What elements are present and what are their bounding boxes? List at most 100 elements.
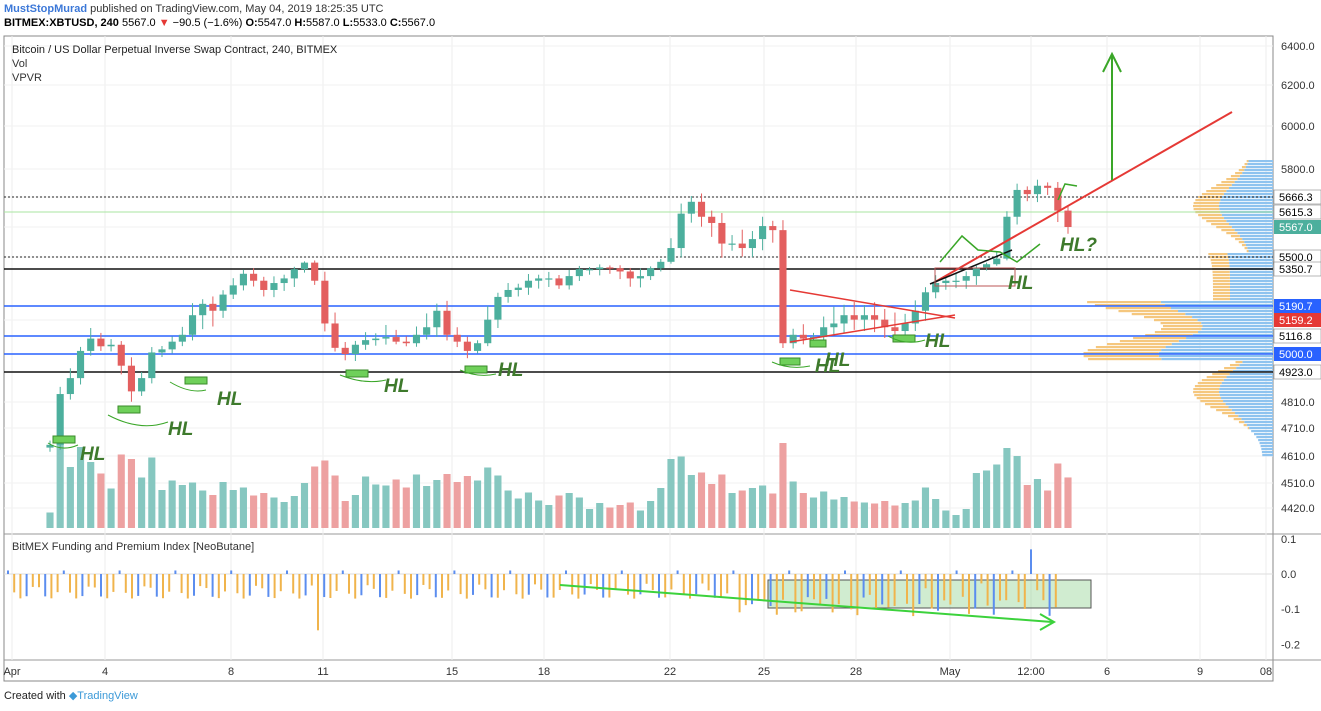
vpvr-up-bar bbox=[1228, 259, 1273, 262]
volume-bar bbox=[647, 501, 655, 528]
hl-curve-5 bbox=[771, 361, 811, 368]
vpvr-down-bar bbox=[1241, 244, 1246, 247]
candle-body bbox=[372, 338, 380, 341]
price-label-5: 5350.7 bbox=[1279, 264, 1313, 276]
vpvr-down-bar bbox=[1208, 253, 1228, 256]
volume-bar bbox=[168, 480, 176, 528]
candle-body bbox=[1064, 210, 1072, 227]
vpvr-up-bar bbox=[1260, 445, 1273, 448]
hl-marker-1 bbox=[117, 405, 141, 414]
volume-bar bbox=[321, 460, 329, 528]
volume-bar bbox=[942, 510, 950, 528]
candle-body bbox=[484, 319, 492, 344]
candle-body bbox=[46, 444, 54, 448]
volume-bar bbox=[677, 456, 685, 528]
vpvr-up-bar bbox=[1239, 235, 1273, 238]
candle-body bbox=[901, 323, 909, 332]
candle-body bbox=[341, 347, 349, 354]
candle-body bbox=[514, 287, 522, 290]
brand-link[interactable]: TradingView bbox=[77, 690, 138, 702]
vpvr-up-bar bbox=[1248, 250, 1273, 253]
volume-bar bbox=[300, 483, 309, 528]
candle-body bbox=[891, 327, 899, 332]
price-label-2: 5567.0 bbox=[1279, 222, 1313, 234]
volume-bar bbox=[596, 503, 604, 528]
time-tick-8: 28 bbox=[850, 666, 862, 678]
red-trendline bbox=[934, 111, 1233, 283]
volume-bar bbox=[545, 505, 553, 528]
candle-body bbox=[677, 213, 685, 249]
range-box bbox=[934, 267, 1016, 287]
candle-body bbox=[687, 201, 695, 214]
price-tick-4: 4810.0 bbox=[1281, 397, 1315, 409]
price-label-7: 5159.2 bbox=[1279, 315, 1313, 327]
candle-body bbox=[871, 315, 879, 320]
time-tick-1: 4 bbox=[102, 666, 108, 678]
vpvr-up-bar bbox=[1256, 436, 1273, 439]
vpvr-up-bar bbox=[1229, 283, 1273, 286]
volume-bar bbox=[138, 477, 146, 528]
hl-label-2: HL bbox=[217, 389, 242, 410]
vpvr-down-bar bbox=[1193, 391, 1220, 394]
volume-bar bbox=[311, 466, 319, 528]
vpvr-up-bar bbox=[1244, 241, 1273, 244]
candle-body bbox=[433, 310, 441, 328]
vpvr-down-bar bbox=[1160, 322, 1202, 325]
vpvr-down-bar bbox=[1200, 400, 1224, 403]
candle-body bbox=[138, 378, 146, 392]
candle-body bbox=[535, 278, 543, 281]
volume-bar bbox=[697, 472, 706, 528]
hl-question-label: HL? bbox=[1060, 235, 1097, 256]
vpvr-down-bar bbox=[1211, 187, 1229, 190]
ohlc-o: 5547.0 bbox=[257, 17, 292, 29]
vpvr-down-bar bbox=[1095, 346, 1166, 349]
vpvr-down-bar bbox=[1246, 160, 1249, 163]
candle-body bbox=[117, 344, 125, 366]
hl-marker-0 bbox=[52, 435, 76, 444]
author-link[interactable]: MustStopMurad bbox=[4, 3, 88, 15]
volume-bar bbox=[871, 503, 879, 528]
volume-bar bbox=[881, 501, 889, 528]
candle-body bbox=[524, 280, 533, 288]
volume-bar bbox=[555, 495, 563, 528]
vpvr-down-bar bbox=[1216, 184, 1232, 187]
candle-body bbox=[188, 315, 197, 335]
vpvr-up-bar bbox=[1237, 178, 1273, 181]
vpvr-down-bar bbox=[1218, 370, 1233, 373]
hl-curve-7 bbox=[887, 335, 926, 343]
vpvr-down-bar bbox=[1230, 175, 1240, 178]
vpvr-up-bar bbox=[1201, 328, 1273, 331]
vpvr-up-bar bbox=[1229, 262, 1273, 265]
candle-body bbox=[820, 327, 828, 338]
vpvr-up-bar bbox=[1229, 274, 1273, 277]
vpvr-down-bar bbox=[1201, 379, 1224, 382]
candle-body bbox=[158, 349, 166, 353]
volume-bar bbox=[799, 493, 807, 528]
vpvr-up-bar bbox=[1161, 358, 1273, 361]
candle-body bbox=[952, 280, 960, 282]
vpvr-down-bar bbox=[1154, 319, 1198, 322]
candle-body bbox=[759, 226, 767, 240]
volume-bar bbox=[484, 467, 492, 528]
candle-body bbox=[799, 334, 807, 339]
volume-bar bbox=[56, 443, 64, 528]
vpvr-down-bar bbox=[1131, 313, 1186, 316]
vpvr-up-bar bbox=[1160, 301, 1273, 304]
hl-label-3: HL bbox=[384, 376, 409, 397]
volume-bar bbox=[250, 495, 258, 528]
vpvr-up-bar bbox=[1229, 286, 1273, 289]
horizontal-levels bbox=[4, 196, 1273, 373]
vpvr-up-bar bbox=[1165, 346, 1273, 349]
volume-bar bbox=[127, 459, 136, 528]
candle-body bbox=[1033, 185, 1042, 195]
volume-bar bbox=[952, 515, 960, 528]
price-label-box-9 bbox=[1274, 347, 1321, 361]
vpvr-up-bar bbox=[1220, 199, 1273, 202]
indicator-vpvr: VPVR bbox=[12, 72, 42, 84]
vpvr-up-bar bbox=[1158, 355, 1273, 358]
candle-body bbox=[311, 262, 319, 281]
volume-bar bbox=[331, 475, 339, 528]
volume-bar bbox=[708, 484, 716, 528]
